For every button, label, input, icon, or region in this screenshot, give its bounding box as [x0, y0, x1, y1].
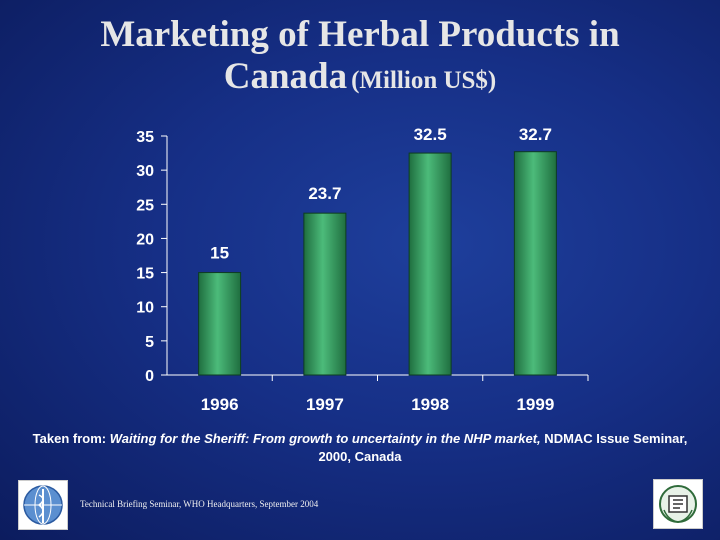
y-tick-label: 0 — [145, 368, 154, 385]
bar-1998 — [408, 152, 452, 376]
y-tick-label: 25 — [136, 197, 154, 214]
source-caption: Taken from: Waiting for the Sheriff: Fro… — [30, 430, 690, 466]
x-tick-label: 1997 — [306, 395, 344, 414]
y-tick-label: 30 — [136, 163, 154, 180]
title-line-2: Canada — [223, 56, 348, 97]
who-emblem-icon — [18, 480, 68, 530]
x-tick-label: 1999 — [516, 395, 554, 414]
footer-note: Technical Briefing Seminar, WHO Headquar… — [80, 499, 319, 509]
y-tick-label: 10 — [136, 300, 154, 317]
y-tick-label: 15 — [136, 266, 154, 283]
caption-suffix: NDMAC Issue Seminar, 2000, Canada — [318, 431, 688, 464]
data-label: 32.5 — [414, 125, 447, 144]
data-label: 15 — [210, 244, 229, 263]
data-label: 32.7 — [519, 125, 552, 144]
x-tick-label: 1998 — [411, 395, 449, 414]
y-tick-label: 35 — [136, 129, 154, 146]
title-line-1: Marketing of Herbal Products in — [100, 14, 620, 55]
bar-1999 — [513, 151, 557, 376]
bar-chart: 0 5 10 15 20 25 30 35 1996 15 1997 23.7 1998 32.5 1999… — [136, 125, 557, 414]
caption-citation: Waiting for the Sheriff: From growth to … — [109, 431, 541, 446]
organization-logo-icon — [653, 479, 703, 529]
y-tick-label: 5 — [145, 334, 154, 351]
bar-1996 — [198, 272, 242, 376]
data-label: 23.7 — [308, 184, 341, 203]
title-unit: (Million US$) — [351, 67, 497, 94]
caption-prefix: Taken from: — [32, 431, 110, 446]
bar-1997 — [303, 212, 347, 376]
y-tick-label: 20 — [136, 231, 154, 248]
slide-title: Marketing of Herbal Products in Canada (… — [0, 14, 720, 105]
x-tick-label: 1996 — [201, 395, 239, 414]
